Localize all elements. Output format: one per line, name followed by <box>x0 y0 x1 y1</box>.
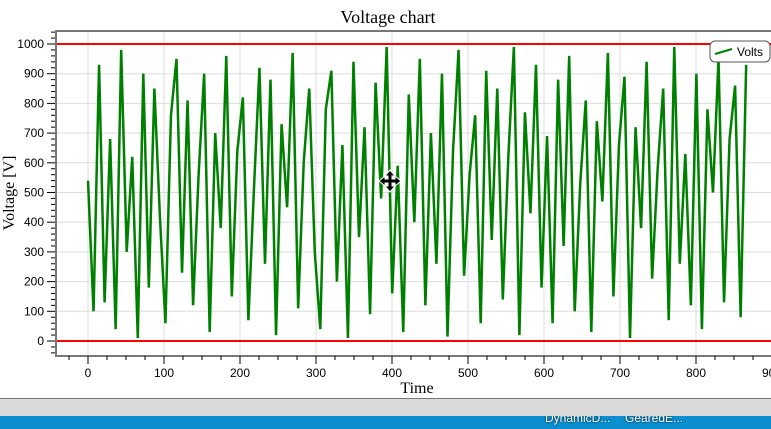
y-tick-label: 800 <box>24 96 44 110</box>
legend: Volts <box>709 40 771 63</box>
x-tick-label: 300 <box>306 366 326 380</box>
x-tick-label: 400 <box>382 366 402 380</box>
y-axis-label: Voltage [V] <box>1 156 18 231</box>
x-tick-label: 700 <box>610 366 630 380</box>
series-line-volts <box>86 46 748 339</box>
y-tick-label: 200 <box>24 275 44 289</box>
y-tick-label: 500 <box>24 186 44 200</box>
voltage-chart[interactable]: Voltage chart 0 100 200 300 400 500 600 700 800 9… <box>0 0 771 398</box>
x-axis-label: Time <box>400 380 433 397</box>
status-bar <box>0 398 771 417</box>
y-tick-label: 1000 <box>17 37 44 51</box>
plot-border <box>55 30 771 357</box>
y-tick-label: 300 <box>24 245 44 259</box>
x-tick-label: 800 <box>686 366 706 380</box>
y-tick-label: 400 <box>24 215 44 229</box>
y-tick-label: 900 <box>24 67 44 81</box>
move-cursor-icon <box>378 169 402 193</box>
chart-title: Voltage chart <box>340 7 435 27</box>
y-tick-label: 700 <box>24 126 44 140</box>
y-tick-label: 100 <box>24 304 44 318</box>
x-tick-label: 500 <box>458 366 478 380</box>
x-tick-label: 200 <box>230 366 250 380</box>
x-tick-label: 0 <box>85 366 92 380</box>
taskbar: DynamicD... GearedE... <box>0 416 771 429</box>
taskbar-item[interactable]: GearedE... <box>625 416 684 425</box>
y-tick-label: 600 <box>24 156 44 170</box>
taskbar-item[interactable]: DynamicD... <box>545 416 611 425</box>
legend-label: Volts <box>737 45 763 59</box>
x-tick-label: 900 <box>762 366 771 380</box>
x-tick-label: 100 <box>154 366 174 380</box>
x-tick-label: 600 <box>534 366 554 380</box>
y-tick-label: 0 <box>37 334 44 348</box>
legend-box <box>709 40 771 63</box>
legend-swatch <box>714 48 733 55</box>
